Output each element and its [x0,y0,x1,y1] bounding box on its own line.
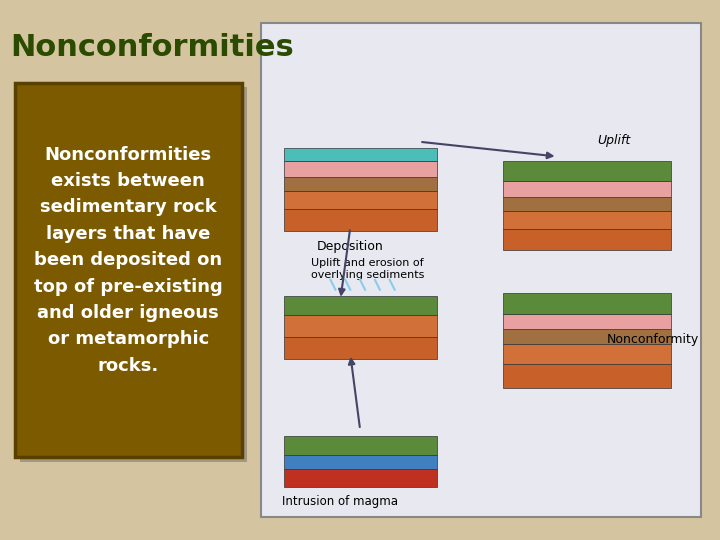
Bar [19,87,247,462]
Bar [284,296,436,315]
Bar [503,329,671,344]
Text: Uplift and erosion of
overlying sediments: Uplift and erosion of overlying sediment… [311,258,424,280]
Bar [503,364,671,388]
Text: Intrusion of magma: Intrusion of magma [282,495,398,508]
Bar [284,456,436,469]
Text: Nonconformity: Nonconformity [607,333,699,346]
Bar [503,181,671,197]
Bar [284,191,436,209]
Bar [503,228,671,250]
Bar [284,161,436,177]
Bar [284,337,436,359]
Bar [284,469,436,487]
Text: Nonconformities: Nonconformities [10,33,294,62]
Bar [503,211,671,228]
Bar [284,177,436,191]
Bar [284,209,436,231]
Bar [503,197,671,211]
Text: Uplift: Uplift [597,134,630,147]
Bar [284,436,436,456]
Text: Deposition: Deposition [317,240,384,253]
Bar [261,23,701,517]
Bar [503,293,671,314]
Bar [284,147,436,161]
Bar [503,314,671,329]
Bar [503,161,671,181]
Bar [503,344,671,364]
Bar [15,83,242,457]
Text: Nonconformities
exists between
sedimentary rock
layers that have
been deposited : Nonconformities exists between sedimenta… [34,146,222,375]
Bar [284,315,436,337]
